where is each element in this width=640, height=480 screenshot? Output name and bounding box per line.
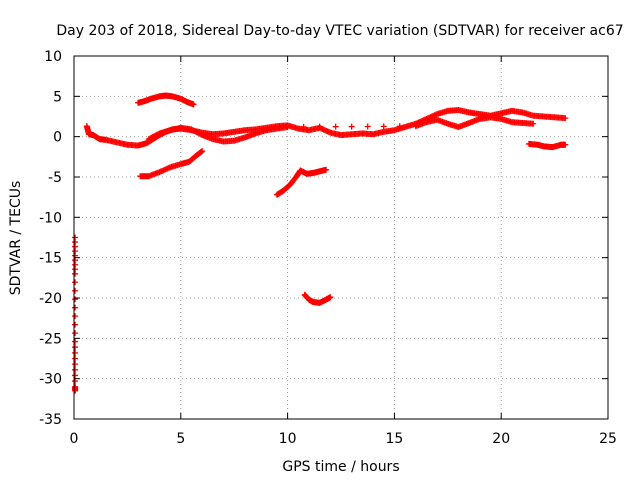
series-secondary_track xyxy=(145,114,537,145)
x-tick-label: 0 xyxy=(70,431,79,447)
data-point xyxy=(72,366,79,373)
y-tick-label: -20 xyxy=(39,291,62,307)
x-tick-label: 25 xyxy=(599,431,617,447)
data-point xyxy=(72,355,79,362)
y-tick-label: -15 xyxy=(39,251,62,267)
data-point xyxy=(380,123,387,130)
data-point xyxy=(72,387,79,394)
series-upper_arc xyxy=(135,92,197,108)
data-point xyxy=(72,349,79,356)
data-point xyxy=(316,123,323,130)
data-point xyxy=(72,279,79,286)
y-tick-label: -30 xyxy=(39,372,62,388)
data-point xyxy=(197,131,204,138)
y-tick-label: 0 xyxy=(53,130,62,146)
data-point xyxy=(72,296,79,303)
data-point xyxy=(72,361,79,368)
data-points xyxy=(72,92,569,394)
series-rising_track xyxy=(273,166,330,198)
data-point xyxy=(72,338,79,345)
y-axis-title: SDTVAR / TECUs xyxy=(8,181,24,296)
y-tick-label: -10 xyxy=(39,210,62,226)
series-outliers xyxy=(72,234,79,394)
data-point xyxy=(323,166,330,173)
data-point xyxy=(562,141,569,148)
data-point xyxy=(332,123,339,130)
data-point xyxy=(72,344,79,351)
data-point xyxy=(562,115,569,122)
y-tick-label: -25 xyxy=(39,331,62,347)
data-point xyxy=(530,120,537,127)
x-tick-label: 5 xyxy=(176,431,185,447)
series-main_track xyxy=(83,107,569,149)
data-point xyxy=(72,313,79,320)
y-tick-label: 10 xyxy=(44,49,62,65)
x-tick-label: 15 xyxy=(385,431,403,447)
data-point xyxy=(199,148,206,155)
data-point xyxy=(72,270,79,277)
series-low_arc xyxy=(301,291,334,306)
axis-ticks: 0 5 10 15 20 25 10 5 0 -5 -10 -15 -20 -25 -30 -35 xyxy=(39,49,617,447)
x-tick-label: 10 xyxy=(279,431,297,447)
data-point xyxy=(300,123,307,130)
data-point xyxy=(72,304,79,311)
data-point xyxy=(72,321,79,328)
series-right_dip xyxy=(525,140,569,151)
data-point xyxy=(72,372,79,379)
plot-frame xyxy=(73,55,609,420)
data-point xyxy=(364,123,371,130)
y-tick-label: -35 xyxy=(39,412,62,428)
data-point xyxy=(72,330,79,337)
y-tick-label: 5 xyxy=(53,89,62,105)
data-point xyxy=(327,294,334,301)
data-point xyxy=(72,287,79,294)
grid xyxy=(74,56,608,419)
data-point xyxy=(396,123,403,130)
data-point xyxy=(284,123,291,130)
series-lower_arc xyxy=(137,148,206,180)
chart-title: Day 203 of 2018, Sidereal Day-to-day VTE… xyxy=(56,23,623,39)
y-tick-label: -5 xyxy=(48,170,62,186)
data-point xyxy=(155,131,162,138)
data-point xyxy=(190,101,197,108)
x-axis-title: GPS time / hours xyxy=(282,459,399,475)
x-tick-label: 20 xyxy=(492,431,510,447)
data-point xyxy=(348,123,355,130)
